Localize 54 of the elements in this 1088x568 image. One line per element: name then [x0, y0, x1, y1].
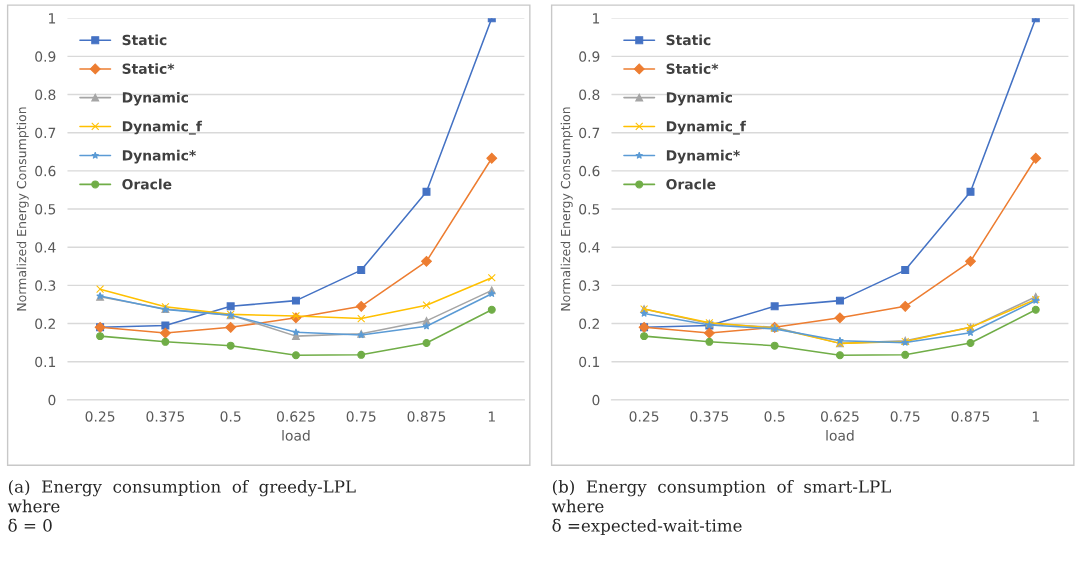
y-tick-label: 0.8: [579, 89, 600, 100]
y-tick-label: 0.4: [579, 242, 600, 253]
y-tick-label: 0: [592, 394, 600, 406]
y-tick-label: 1: [593, 13, 600, 24]
text: (b) Energy consumption of smart-LPL where δ =expected-wait-time: [551, 479, 891, 536]
legend-label: Static*: [666, 63, 719, 74]
x-tick-label: 0.75: [346, 411, 376, 422]
x-tick-label: 0.625: [276, 411, 315, 422]
y-tick-label: 0.7: [35, 127, 56, 139]
y-axis-title: Normalized Energy Consumption: [16, 107, 29, 311]
legend-label: Oracle: [122, 178, 172, 190]
x-tick-label: 0.25: [629, 411, 659, 422]
x-tick-label: 1: [488, 411, 495, 422]
legend-label: Static: [666, 34, 711, 46]
text: (a) Energy consumption of greedy-LPL where δ = 0: [7, 479, 356, 532]
legend-label: Dynamic: [666, 91, 732, 106]
y-tick-label: 0.3: [579, 280, 600, 291]
x-tick-label: 0.375: [146, 411, 185, 422]
x-tick-label: 0.375: [690, 411, 729, 422]
y-tick-label: 0.2: [35, 318, 55, 330]
y-tick-label: 0.7: [579, 127, 600, 139]
y-tick-label: 0.3: [35, 280, 56, 291]
y-tick-label: 0.5: [579, 203, 600, 215]
y-axis-title: Normalized Energy Consumption: [560, 107, 573, 311]
y-tick-label: 1: [49, 13, 56, 24]
legend-label: Static*: [122, 63, 175, 74]
y-tick-label: 0.6: [579, 165, 600, 177]
x-tick-label: 0.5: [764, 411, 785, 422]
x-tick-label: 0.5: [220, 411, 241, 422]
x-tick-label: 1: [1032, 411, 1039, 422]
y-tick-label: 0.6: [35, 165, 56, 177]
x-tick-label: 0.875: [407, 411, 446, 422]
x-axis-title: load: [826, 429, 854, 441]
y-tick-label: 0.5: [35, 203, 56, 215]
x-tick-label: 0.625: [820, 411, 859, 422]
y-tick-label: 0.9: [579, 51, 600, 62]
legend-label: Static: [122, 34, 167, 46]
legend-label: Oracle: [666, 178, 716, 190]
x-tick-label: 0.75: [890, 411, 920, 422]
x-axis-title: load: [282, 429, 310, 441]
x-tick-label: 0.875: [951, 411, 990, 422]
x-tick-label: 0.25: [85, 411, 115, 422]
y-tick-label: 0.1: [579, 356, 600, 368]
y-tick-label: 0.9: [35, 51, 56, 62]
y-tick-label: 0.1: [35, 356, 56, 368]
y-tick-label: 0.4: [35, 242, 56, 253]
y-tick-label: 0: [48, 394, 56, 406]
legend-label: Dynamic: [122, 91, 188, 106]
legend-label: Dynamic_f: [122, 120, 203, 135]
legend-label: Dynamic_f: [666, 120, 747, 135]
y-tick-label: 0.2: [579, 318, 599, 330]
y-tick-label: 0.8: [35, 89, 56, 100]
legend-label: Dynamic*: [666, 149, 740, 164]
legend-label: Dynamic*: [122, 149, 196, 164]
